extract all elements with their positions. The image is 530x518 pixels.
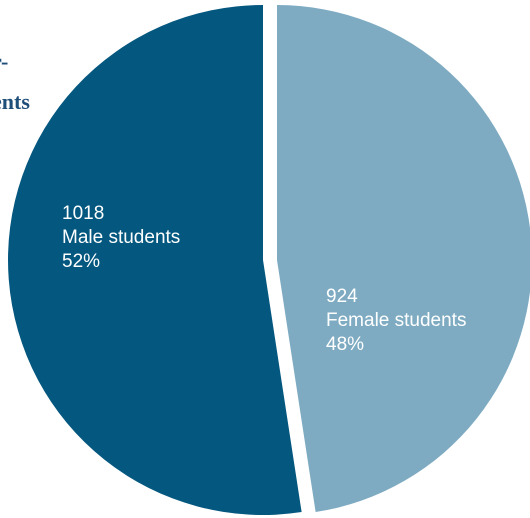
data-label-female-value: 924 — [326, 286, 358, 307]
pie-slice-female-students — [277, 5, 530, 513]
data-label-female-name: Female students — [326, 310, 467, 331]
pie-slice-male-students — [8, 5, 302, 515]
data-label-female-students: 924 Female students 48% — [326, 285, 466, 357]
data-label-male-percent: 52% — [62, 251, 101, 272]
data-label-female-percent: 48% — [326, 334, 365, 355]
data-label-male-value: 1018 — [62, 203, 105, 224]
data-label-male-name: Male students — [62, 227, 181, 248]
chart-title-line-1: r- — [0, 49, 9, 74]
data-label-male-students: 1018 Male students 52% — [62, 202, 180, 274]
chart-title-fragment: r- ents — [0, 42, 30, 122]
chart-title-line-2: ents — [0, 89, 30, 114]
